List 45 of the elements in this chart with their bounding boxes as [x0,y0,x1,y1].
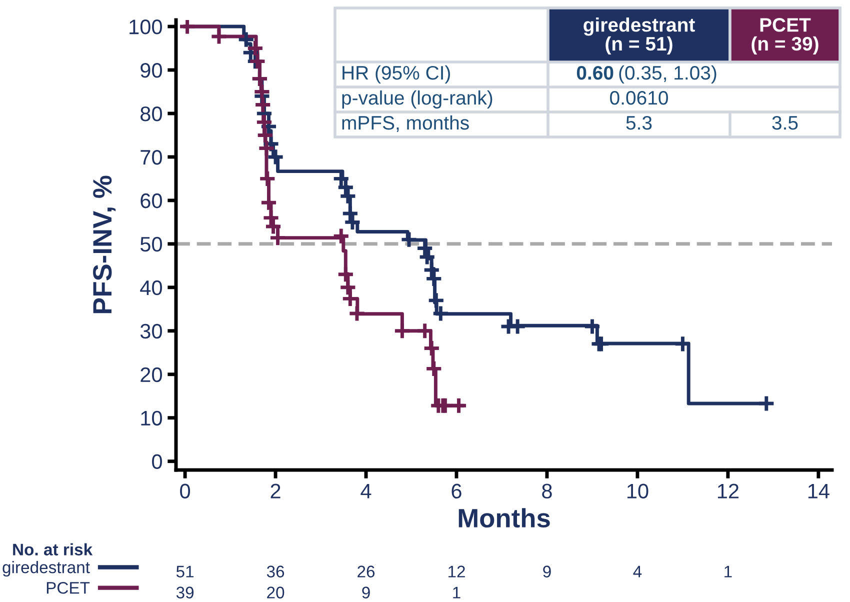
text: 39 [176,586,194,598]
y-tick-label: 100 [130,20,162,34]
legend-label: PCET [46,582,90,594]
x-tick-label: 2 [270,484,280,498]
text: 51 [176,566,194,578]
text: 1 [453,586,460,598]
y-tick-label: 60 [140,193,162,208]
y-tick-label: 70 [140,150,162,165]
x-tick-label: 0 [180,484,190,498]
y-tick-label: 40 [140,280,162,296]
text: 26 [358,566,375,578]
x-axis-title: Months [458,508,550,528]
y-tick-label: 80 [140,106,162,122]
text: 36 [266,566,284,578]
annotation: 0.60 [576,66,614,80]
text: 9 [543,566,551,578]
text: 1 [724,566,732,578]
text: 4 [633,566,642,578]
text: 9 [362,586,370,598]
annotation: (0.35, 1.03) [619,65,716,84]
text: 20 [267,586,284,598]
x-tick-label: 4 [360,484,372,498]
annotation: 0.0610 [610,90,668,105]
x-tick-label: 6 [452,484,462,498]
y-tick-label: 10 [141,410,162,426]
legend-label: giredestrant [2,561,90,577]
y-axis-title: PFS-INV, % [93,176,116,314]
y-tick-label: 50 [140,236,162,252]
annotation: giredestrant (n = 51) [584,17,695,55]
x-tick-label: 14 [808,484,830,498]
annotation: mPFS, months [342,115,469,132]
y-tick-label: 20 [140,367,162,382]
text: 12 [448,566,465,578]
annotation: p-value (log-rank) [342,90,492,109]
annotation: PCET (n = 39) [752,18,818,54]
x-tick-label: 10 [627,484,648,498]
text: No. at risk [13,543,93,556]
annotation: 3.5 [772,116,798,130]
y-tick-label: 30 [140,324,162,339]
y-tick-label: 0 [152,454,162,470]
x-tick-label: 8 [542,484,552,498]
x-tick-label: 12 [718,484,738,498]
annotation: HR (95% CI) [342,65,450,84]
y-tick-label: 90 [140,63,162,78]
annotation: 5.3 [626,116,652,130]
